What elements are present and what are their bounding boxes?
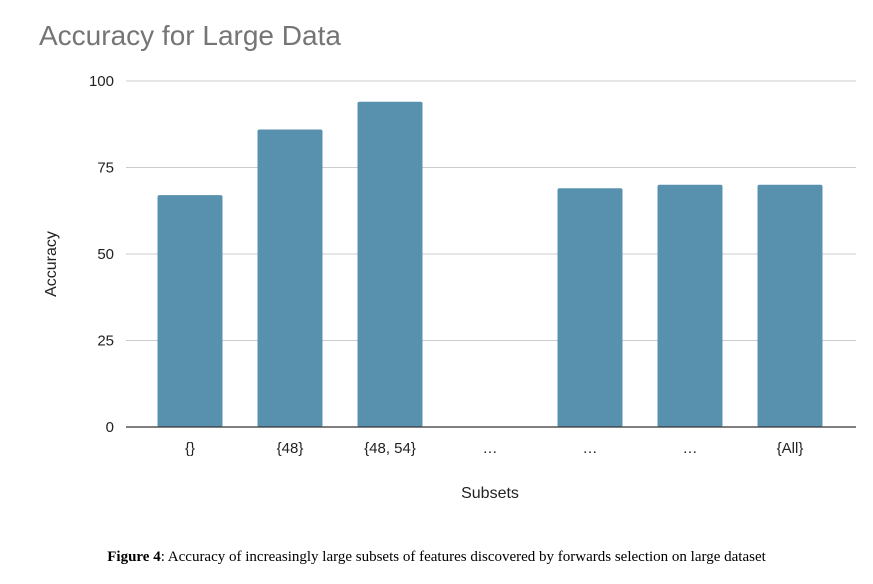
bar: [257, 129, 323, 427]
figure-caption: Figure 4: Accuracy of increasingly large…: [0, 549, 873, 566]
bar: [557, 188, 623, 427]
bar: [157, 195, 223, 427]
x-tick-label: {48, 54}: [364, 440, 416, 457]
bar: [757, 184, 823, 427]
y-tick-label: 0: [106, 419, 114, 436]
x-tick-labels: {} {48} {48, 54} … … … {All}: [185, 440, 803, 457]
bar: [657, 184, 723, 427]
y-tick-label: 25: [97, 333, 114, 350]
y-tick-label: 50: [97, 246, 114, 263]
y-axis-label: Accuracy: [43, 231, 60, 297]
x-tick-label: {48}: [277, 440, 304, 457]
chart-title: Accuracy for Large Data: [39, 20, 341, 51]
bars: [157, 101, 823, 427]
gridlines: [126, 80, 856, 341]
x-axis-label: Subsets: [461, 485, 519, 502]
x-tick-label: {All}: [777, 440, 804, 457]
x-tick-label: {}: [185, 440, 195, 457]
y-tick-label: 75: [97, 160, 114, 177]
figure-label: Figure 4: [107, 549, 161, 565]
x-tick-label: …: [583, 440, 598, 457]
bar-chart: 0 25 50 75 100 {} {48} {48, 54} … … … {All} Subset…: [43, 73, 856, 502]
bar: [357, 101, 423, 427]
caption-text: : Accuracy of increasingly large subsets…: [160, 549, 766, 565]
y-tick-label: 100: [89, 73, 114, 90]
y-tick-labels: 0 25 50 75 100: [89, 73, 114, 436]
x-tick-label: …: [483, 440, 498, 457]
x-tick-label: …: [683, 440, 698, 457]
